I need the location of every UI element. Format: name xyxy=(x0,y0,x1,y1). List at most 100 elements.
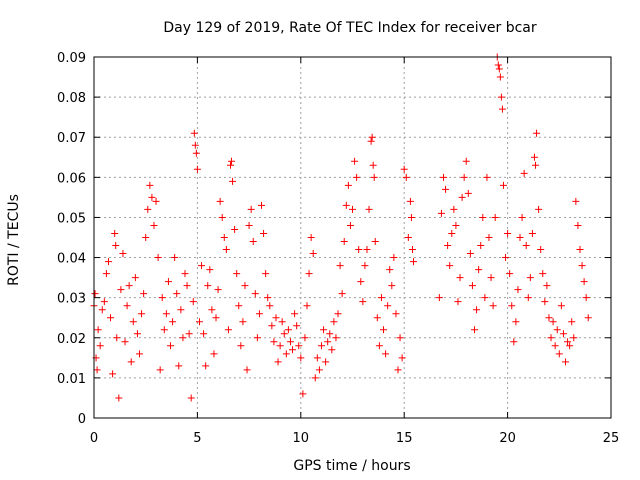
data-point xyxy=(545,314,553,322)
data-point xyxy=(584,314,592,322)
data-point xyxy=(450,205,458,213)
data-point xyxy=(158,294,166,302)
data-point xyxy=(400,165,408,173)
x-tick-label: 0 xyxy=(90,431,98,446)
data-point xyxy=(291,310,299,318)
data-point xyxy=(491,213,499,221)
data-point xyxy=(369,161,377,169)
data-point xyxy=(371,238,379,246)
data-point xyxy=(497,93,505,101)
data-point xyxy=(334,310,342,318)
data-point xyxy=(295,342,303,350)
data-point xyxy=(169,318,177,326)
data-point xyxy=(311,374,319,382)
data-point xyxy=(140,290,148,298)
data-point xyxy=(448,229,456,237)
data-point xyxy=(498,105,506,113)
data-point xyxy=(241,282,249,290)
data-point xyxy=(129,318,137,326)
data-point xyxy=(580,278,588,286)
data-point xyxy=(406,197,414,205)
data-point xyxy=(109,370,117,378)
x-axis-tick-labels: 0 5 10 15 20 25 xyxy=(90,431,619,446)
data-point xyxy=(344,181,352,189)
data-point xyxy=(313,354,321,362)
data-point xyxy=(226,161,234,169)
data-point xyxy=(543,282,551,290)
data-point xyxy=(359,298,367,306)
data-point xyxy=(471,326,479,334)
data-point xyxy=(119,250,127,258)
data-point xyxy=(98,306,106,314)
data-point xyxy=(117,286,125,294)
data-point xyxy=(570,334,578,342)
data-point xyxy=(173,290,181,298)
data-point xyxy=(365,205,373,213)
data-point xyxy=(309,250,317,258)
data-point xyxy=(315,366,323,374)
data-point xyxy=(121,338,129,346)
data-point xyxy=(578,262,586,270)
data-point xyxy=(368,133,376,141)
data-point xyxy=(228,157,236,165)
data-point xyxy=(249,238,257,246)
data-point xyxy=(324,338,332,346)
data-point xyxy=(363,246,371,254)
data-point xyxy=(94,326,102,334)
data-point xyxy=(496,73,504,81)
data-point xyxy=(305,270,313,278)
data-point xyxy=(572,197,580,205)
data-point xyxy=(367,137,375,145)
data-point xyxy=(93,366,101,374)
data-point xyxy=(373,314,381,322)
data-point xyxy=(353,173,361,181)
data-point xyxy=(216,197,224,205)
data-point xyxy=(307,234,315,241)
data-point xyxy=(547,334,555,342)
data-point xyxy=(303,302,311,310)
data-point xyxy=(479,213,487,221)
data-point xyxy=(251,290,259,298)
data-point xyxy=(336,262,344,270)
data-point xyxy=(408,246,416,254)
data-point xyxy=(466,250,474,258)
data-point xyxy=(274,358,282,366)
data-point xyxy=(189,298,197,306)
data-point xyxy=(270,338,278,346)
data-point xyxy=(171,254,179,262)
data-point xyxy=(349,205,356,213)
data-point xyxy=(355,246,363,254)
data-point xyxy=(253,334,261,342)
data-point xyxy=(247,205,255,213)
data-point xyxy=(123,302,131,310)
data-point xyxy=(146,181,154,189)
data-point xyxy=(278,318,286,326)
data-point xyxy=(504,229,512,237)
data-point xyxy=(566,342,574,350)
data-point xyxy=(301,334,309,342)
chart-title: Day 129 of 2019, Rate Of TEC Index for r… xyxy=(163,20,537,36)
data-point xyxy=(144,205,152,213)
data-point xyxy=(435,294,443,302)
data-point xyxy=(289,346,297,354)
data-point xyxy=(442,185,450,193)
data-point xyxy=(582,294,590,302)
data-point xyxy=(154,254,162,262)
data-point xyxy=(210,350,218,358)
data-point xyxy=(489,302,497,310)
data-point xyxy=(477,242,485,250)
data-point xyxy=(351,157,359,165)
data-point xyxy=(473,306,481,314)
data-point xyxy=(195,318,203,326)
data-point xyxy=(115,394,123,402)
y-tick-label: 0.06 xyxy=(57,171,86,186)
data-point xyxy=(322,358,330,366)
data-point xyxy=(559,330,567,338)
data-point xyxy=(317,342,325,350)
y-tick-label: 0.09 xyxy=(57,51,86,66)
data-point xyxy=(444,242,452,250)
data-point xyxy=(282,350,290,358)
data-point xyxy=(535,205,543,213)
data-point xyxy=(142,234,150,241)
